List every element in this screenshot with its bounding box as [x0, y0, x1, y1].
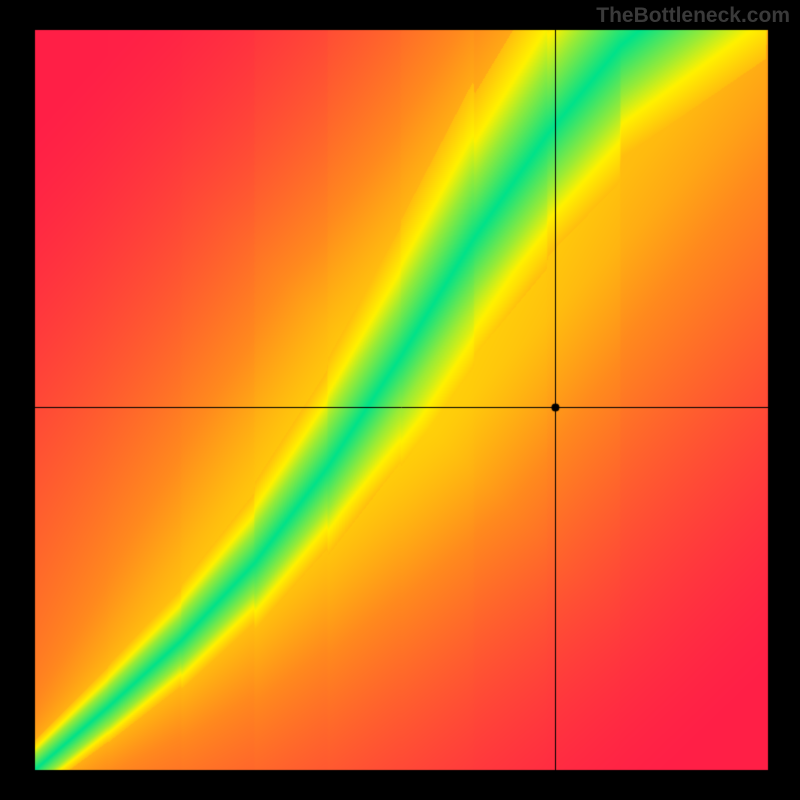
- chart-container: TheBottleneck.com: [0, 0, 800, 800]
- heatmap-canvas: [0, 0, 800, 800]
- watermark-text: TheBottleneck.com: [596, 4, 790, 28]
